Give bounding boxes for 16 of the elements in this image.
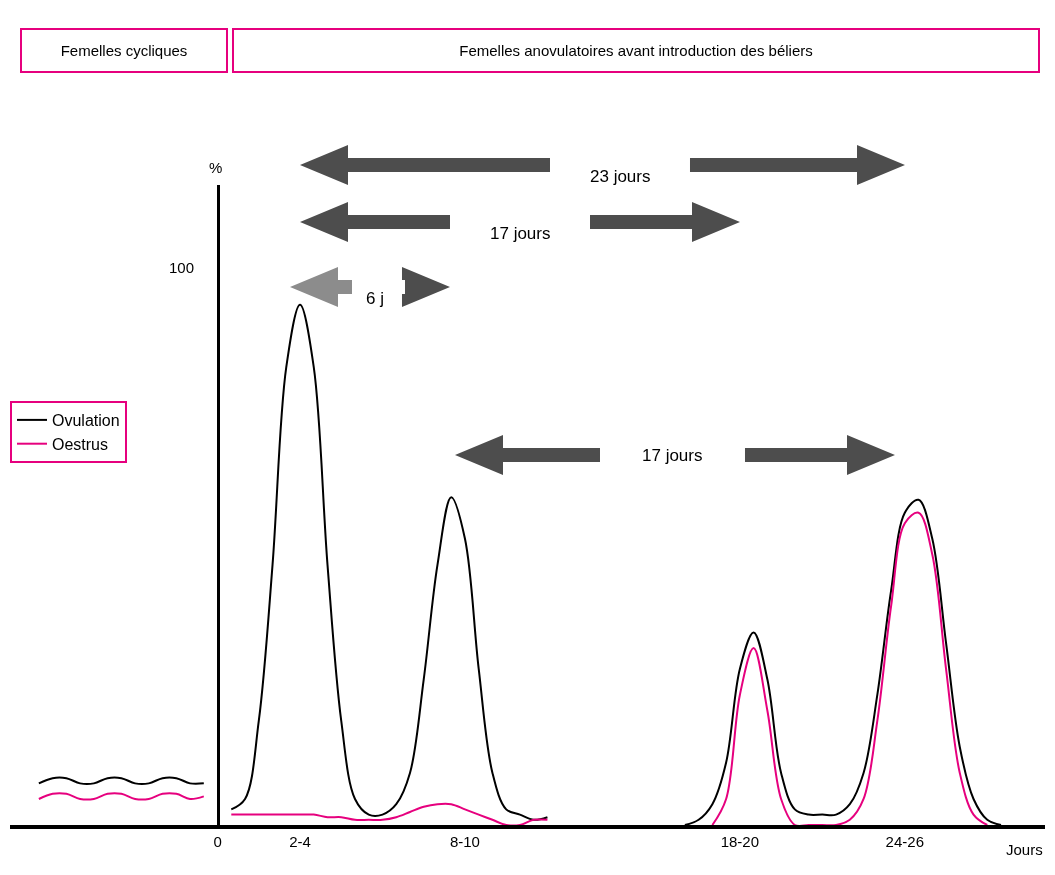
x-tick-label: 24-26	[885, 833, 924, 850]
text: Femelles cycliques	[60, 42, 188, 59]
x-tick-label: 18-20	[720, 833, 760, 850]
text: 23 jours	[590, 167, 651, 186]
annotation: 6 j	[366, 289, 384, 308]
text: 17 jours	[490, 224, 551, 243]
x-tick-label: 2-4	[289, 833, 311, 850]
x-tick-label: 8-10	[449, 833, 480, 850]
text: %	[209, 159, 223, 176]
legend-label: Ovulation	[52, 412, 120, 430]
text: 100	[169, 259, 195, 276]
annotation: 17 jours	[642, 446, 703, 465]
legend-label: Oestrus	[52, 435, 109, 453]
x-tick-label: 0	[213, 833, 222, 850]
x-axis-title: Jours	[1006, 841, 1043, 858]
text: Femelles anovulatoires avant introduction des béliers	[459, 42, 813, 59]
